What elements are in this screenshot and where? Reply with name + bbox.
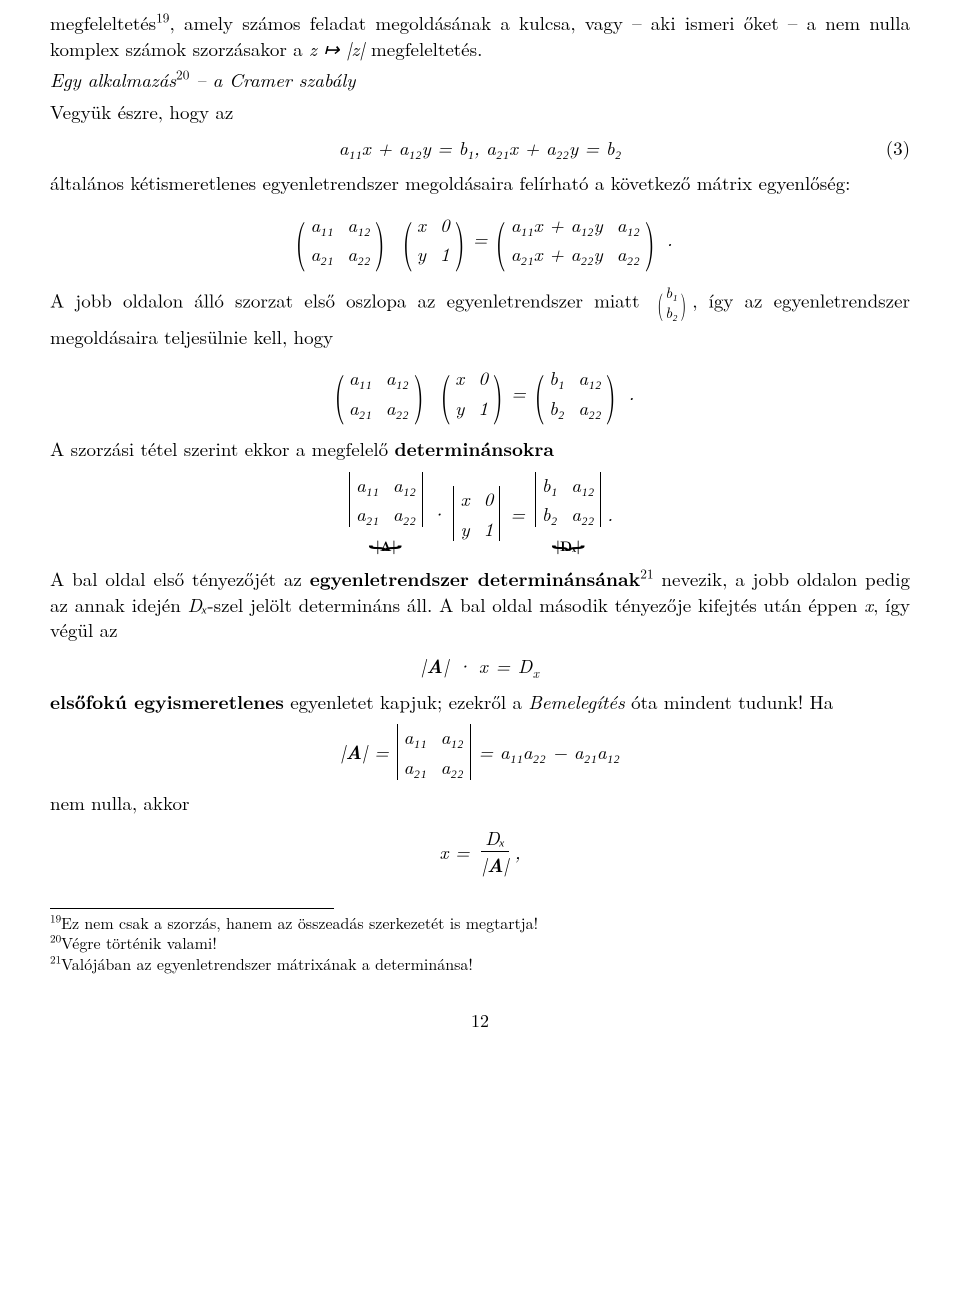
- t: – a Cramer szabály: [189, 66, 355, 93]
- fn-num: 20: [50, 931, 61, 947]
- para2: általános kétismeretlenes egyenletrendsz…: [50, 170, 910, 196]
- t: megfeleltetés.: [365, 35, 483, 62]
- fnref-21: 21: [640, 564, 653, 583]
- footnote-20: 20Végre történik valami!: [50, 933, 910, 954]
- section-heading: Egy alkalmazás20 – a Cramer szabály: [50, 67, 910, 93]
- para6: elsőfokú egyismeretlenes egyenletet kapj…: [50, 689, 910, 715]
- para7: nem nulla, akkor: [50, 790, 910, 816]
- eq-det-A: |A| = a₁₁a₁₂ a₂₁a₂₂ = a₁₁a₂₂ − a₂₁a₁₂: [50, 724, 910, 779]
- fn-num: 19: [50, 910, 61, 926]
- sym: x: [864, 591, 873, 618]
- t: Egy alkalmazás: [50, 66, 176, 93]
- fn-text: Végre történik valami!: [61, 931, 217, 954]
- footnote-21: 21Valójában az egyenletrendszer mátrixán…: [50, 954, 910, 975]
- rhs: = a₁₁a₂₂ − a₂₁a₁₂: [479, 739, 620, 765]
- rhs: = b₁,: [437, 134, 480, 161]
- lhs: a₁₁x + a₁₂y: [339, 134, 431, 161]
- matrix-eq-1: ( a₁₁a₁₂ a₂₁a₂₂ ) ( x0 y1 ) = ( a₁₁x + a…: [50, 206, 910, 273]
- para1: megfeleltetés19, amely számos feladat me…: [50, 10, 910, 61]
- rhs: = b₂: [584, 134, 621, 161]
- frac-num: Dₓ: [481, 825, 509, 852]
- eq-frac: x = Dₓ |A| ,: [50, 825, 910, 877]
- t: A szorzási tétel szerint ekkor a megfele…: [50, 435, 395, 462]
- fnref-20: 20: [176, 65, 189, 84]
- t: -szel jelölt determináns áll. A bal olda…: [207, 591, 864, 618]
- bold: elsőfokú egyismeretlenes: [50, 687, 284, 715]
- equation-3: a₁₁x + a₁₂y = b₁, a₂₁x + a₂₂y = b₂ (3): [50, 135, 910, 161]
- eq-ax-dx: |A| · x = Dx: [50, 653, 910, 679]
- bold: egyenletrendszer determinánsának: [310, 564, 640, 592]
- para3: A jobb oldalon álló szorzat első oszlopa…: [50, 283, 910, 350]
- t: A jobb oldalon álló szorzat első oszlopa…: [50, 286, 651, 313]
- fnref-19: 19: [156, 8, 169, 27]
- eqnum-3: (3): [886, 135, 910, 161]
- lhs: x =: [439, 839, 469, 865]
- para4: A szorzási tétel szerint ekkor a megfele…: [50, 436, 910, 462]
- matrix-eq-2: ( a₁₁a₁₂ a₂₁a₂₂ ) ( x0 y1 ) = ( b₁a₁₂ b₂…: [50, 359, 910, 426]
- frac-den: |A|: [478, 852, 513, 878]
- em: Bemelegítés: [528, 688, 624, 715]
- lhs: a₂₁x + a₂₂y: [486, 134, 578, 161]
- page-number: 12: [50, 1009, 910, 1033]
- t: egyenletet kapjuk; ezekről a: [284, 688, 528, 715]
- formula: z ↦ |z|: [309, 35, 365, 62]
- sym: Dₓ: [188, 591, 208, 618]
- small-vector: (b₁b₂): [655, 283, 689, 324]
- footnote-rule: [50, 908, 334, 909]
- fn-num: 21: [50, 952, 61, 968]
- intro-line: Vegyük észre, hogy az: [50, 99, 910, 125]
- t: A bal oldal első tényezőjét az: [50, 565, 310, 592]
- t: megfeleltetés: [50, 9, 156, 36]
- det-eq: a₁₁a₁₂ a₂₁a₂₂ ⏟ |A| · x0 y1 = b₁a₁₂ b₂a₂…: [50, 472, 910, 557]
- para5: A bal oldal első tényezőjét az egyenletr…: [50, 566, 910, 643]
- bold: determinánsokra: [395, 434, 555, 462]
- fn-text: Valójában az egyenletrendszer mátrixának…: [61, 952, 473, 975]
- t: óta mindent tudunk! Ha: [625, 688, 834, 715]
